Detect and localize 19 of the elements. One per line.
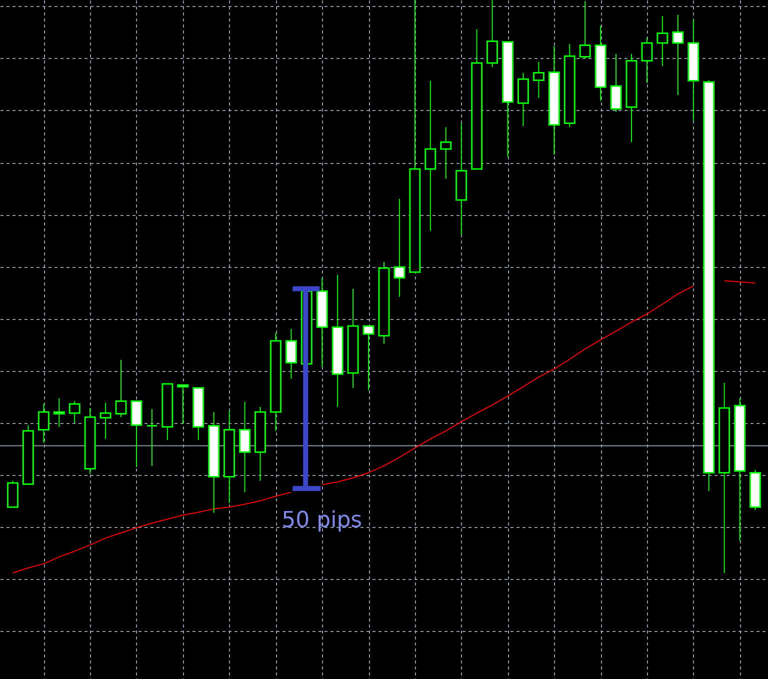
candlestick <box>610 53 622 112</box>
candlestick <box>68 400 80 424</box>
candlestick <box>362 325 374 391</box>
candlestick <box>239 401 251 493</box>
candlestick <box>672 14 684 96</box>
candlestick <box>146 408 158 466</box>
candlestick <box>641 37 653 84</box>
candlestick <box>424 80 436 232</box>
candlestick <box>440 126 452 180</box>
annotation: 50 pips <box>282 508 362 534</box>
candlestick <box>53 398 65 428</box>
candlestick <box>100 402 112 440</box>
candlestick <box>38 403 50 444</box>
candlestick <box>394 198 406 298</box>
candlestick <box>532 61 544 98</box>
candlestick <box>285 328 297 380</box>
candlestick <box>177 384 189 425</box>
candlestick <box>656 16 668 66</box>
candlestick <box>115 359 127 418</box>
